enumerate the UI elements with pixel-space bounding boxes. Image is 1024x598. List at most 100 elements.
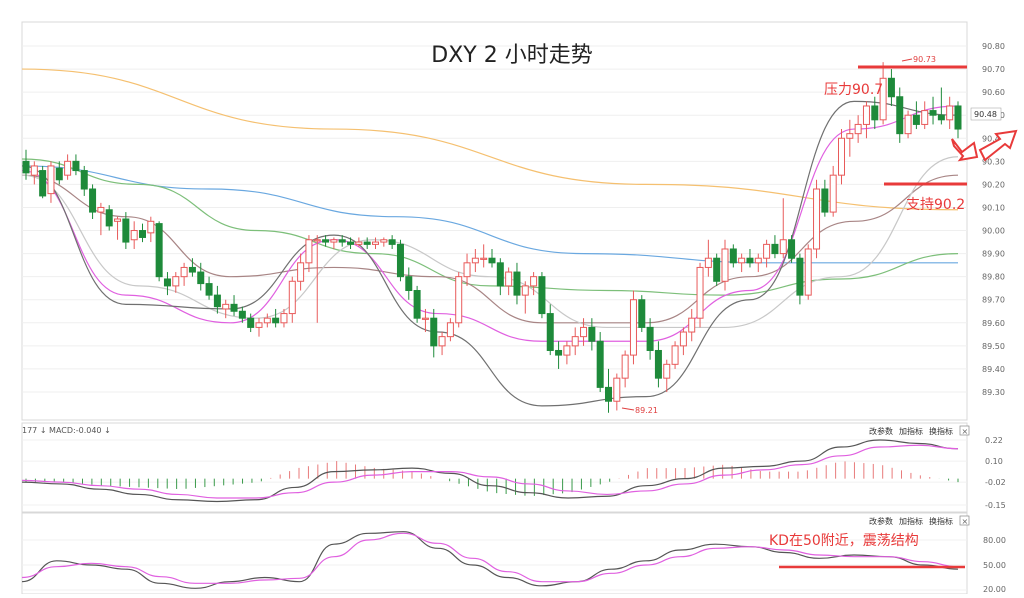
candle	[130, 221, 138, 249]
candle-body	[596, 340, 604, 388]
high-marker: 90.73	[901, 55, 936, 64]
y-tick-label: 90.70	[982, 65, 1005, 74]
y-tick-label: 90.20	[982, 180, 1005, 189]
candle-body	[380, 239, 388, 243]
y-tick-label: 89.80	[982, 273, 1005, 282]
candle-body	[621, 354, 629, 379]
candle	[571, 327, 579, 356]
candle-body	[197, 271, 205, 285]
candle	[438, 332, 446, 356]
macd-switch-indicator-button[interactable]: 换指标	[929, 426, 953, 436]
candle-body	[247, 317, 255, 328]
down-arrow-icon	[951, 138, 979, 162]
candle-body	[222, 303, 230, 310]
candle-body	[114, 218, 122, 222]
candle	[721, 239, 729, 291]
candle	[313, 235, 321, 323]
candle-body	[97, 206, 105, 213]
candle-body	[704, 257, 712, 268]
candle	[838, 129, 845, 185]
kd-y-tick-label: 50.00	[983, 561, 1006, 570]
low-label: 89.21	[635, 406, 658, 415]
candle-body	[322, 239, 330, 243]
candle	[471, 248, 479, 273]
candle-body	[363, 241, 371, 245]
candle-body	[130, 230, 138, 241]
candle-body	[30, 165, 38, 176]
candle-body	[954, 105, 962, 130]
candle-body	[471, 257, 479, 264]
macd-edit-params-button[interactable]: 改参数	[869, 426, 893, 436]
candle-body	[580, 326, 588, 338]
kd-k-line	[21, 531, 959, 589]
candle-body	[671, 345, 679, 365]
candle	[255, 318, 263, 337]
kd-switch-indicator-button[interactable]: 换指标	[929, 516, 953, 526]
candle	[663, 359, 671, 392]
candle-body	[64, 160, 72, 176]
candle-body	[771, 243, 779, 255]
y-tick-label: 90.80	[982, 42, 1005, 51]
kd-close-button[interactable]	[959, 515, 970, 526]
candle	[30, 161, 38, 185]
candle	[871, 96, 879, 130]
kd-edit-params-button[interactable]: 改参数	[869, 516, 893, 526]
candle-body	[405, 276, 413, 292]
candle	[671, 341, 679, 369]
candle-body	[879, 77, 887, 121]
candle	[363, 237, 371, 249]
macd-dif-line	[21, 439, 959, 503]
candle-body	[788, 239, 796, 259]
candle-body	[571, 336, 579, 347]
candle-body	[530, 276, 538, 287]
candle	[430, 308, 438, 358]
candle-body	[463, 262, 471, 278]
candle-body	[821, 188, 829, 213]
candle	[588, 318, 596, 351]
candle-body	[438, 336, 446, 347]
candle-body	[738, 257, 746, 264]
candle	[55, 161, 63, 185]
y-tick-label: 90.30	[982, 157, 1005, 166]
resistance-label: 压力90.7	[824, 82, 883, 98]
candle-body	[629, 299, 637, 356]
candle	[513, 262, 521, 305]
candle	[272, 308, 280, 328]
candle-body	[546, 313, 554, 351]
candle	[163, 272, 171, 296]
macd-controls: 改参数 加指标 换指标 ×	[869, 425, 970, 436]
candle	[421, 308, 429, 333]
candle-body	[912, 114, 920, 125]
y-tick-label: 89.30	[982, 388, 1005, 397]
macd-close-button[interactable]	[959, 425, 970, 436]
candle-body	[213, 294, 221, 308]
y-tick-label: 89.70	[982, 296, 1005, 305]
candle	[580, 318, 588, 346]
candle-body	[297, 262, 305, 282]
candle	[230, 295, 238, 316]
macd-pane-border	[21, 422, 968, 513]
kd-y-tick-label: 80.00	[983, 536, 1006, 545]
candle	[455, 272, 463, 328]
candle	[89, 184, 97, 219]
candle	[288, 276, 296, 323]
candle	[887, 69, 895, 106]
candle-body	[613, 377, 621, 402]
candle	[629, 290, 637, 365]
candle-body	[188, 266, 196, 273]
candle	[480, 244, 488, 268]
kd-add-indicator-button[interactable]: 加指标	[899, 516, 923, 526]
macd-add-indicator-button[interactable]: 加指标	[899, 426, 923, 436]
candlestick-series	[22, 62, 962, 413]
candle	[771, 235, 779, 259]
candle	[854, 115, 862, 143]
candle	[521, 281, 529, 314]
candle	[247, 313, 255, 333]
candle	[338, 235, 346, 247]
candle	[372, 237, 379, 249]
last-price-tag: 90.48	[970, 107, 1002, 121]
candle-body	[862, 105, 870, 125]
candle	[496, 258, 504, 296]
candle	[738, 253, 746, 273]
